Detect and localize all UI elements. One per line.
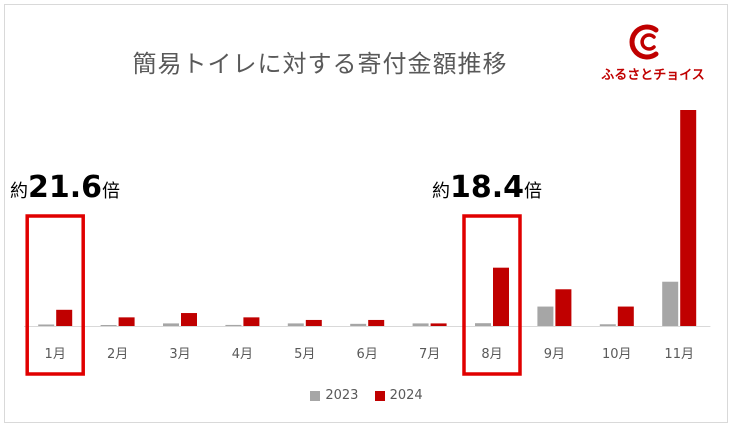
x-tick-label: 8月 [481,347,502,362]
x-tick-label: 9月 [544,347,565,362]
callout-jan: 約21.6倍 [10,170,120,205]
legend-label: 2024 [389,388,423,403]
x-tick-label: 5月 [294,347,315,362]
bar-2023-11 [662,281,679,326]
legend-item-2023: 2023 [310,388,358,403]
bar-2024-7 [430,323,447,326]
bar-2024-3 [181,313,197,326]
legend-label: 2023 [325,388,359,403]
furusato-choice-logo-icon [629,24,659,60]
bar-2024-4 [243,317,260,326]
legend-swatch [310,390,321,401]
highlight-box [462,214,522,376]
bar-2024-10 [617,306,634,326]
callout-prefix: 約 [432,181,450,202]
bar-2024-5 [305,319,322,326]
callout-value: 18.4 [450,170,525,205]
bar-2024-8 [493,267,509,326]
legend-swatch [374,390,385,401]
bar-2023-6 [350,323,367,326]
bar-2023-10 [599,324,616,326]
x-tick-label: 11月 [664,347,694,362]
bar-2023-3 [163,323,179,326]
bar-2024-2 [118,317,135,326]
callout-aug: 約18.4倍 [432,170,542,205]
callout-suffix: 倍 [524,181,543,202]
callout-suffix: 倍 [102,181,121,202]
bar-2024-6 [368,319,385,326]
bar-2023-9 [537,306,554,326]
legend: 2023 2024 [0,388,733,405]
bar-2023-4 [225,324,242,326]
chart-title: 簡易トイレに対する寄付金額推移 [132,50,508,78]
bar-2024-9 [555,289,572,326]
bar-2024-1 [56,309,73,326]
x-tick-label: 2月 [107,347,128,362]
bar-2024-11 [680,110,697,326]
highlight-box [25,214,85,376]
chart-frame [4,4,728,423]
x-tick-label: 7月 [419,347,440,362]
legend-item-2024: 2024 [374,388,423,403]
bar-2023-1 [38,324,55,326]
x-tick-label: 3月 [169,347,190,362]
callout-prefix: 約 [10,181,28,202]
x-tick-label: 6月 [357,347,378,362]
callout-value: 21.6 [28,170,103,205]
x-tick-label: 10月 [602,347,632,362]
bar-2023-8 [475,323,491,326]
bar-2023-2 [100,325,117,326]
x-tick-label: 4月 [232,347,253,362]
bar-2023-7 [412,323,429,326]
x-tick-label: 1月 [45,347,66,362]
brand-name: ふるさとチョイス [601,68,705,83]
brand: ふるさとチョイス [598,22,708,92]
bar-2023-5 [287,323,304,326]
